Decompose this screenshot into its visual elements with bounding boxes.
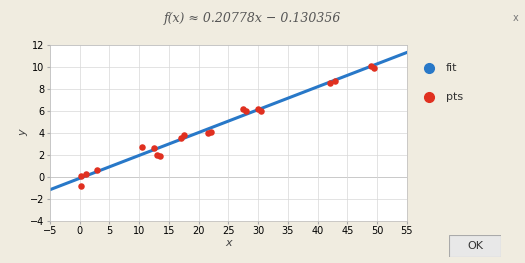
Point [81, 171, 90, 176]
Point [206, 130, 215, 134]
Point [254, 107, 262, 111]
Point [203, 131, 212, 135]
Point [331, 79, 340, 83]
Point [77, 184, 86, 188]
Point [370, 66, 379, 70]
Text: pts: pts [446, 92, 463, 102]
X-axis label: x: x [225, 238, 232, 248]
Point [257, 109, 265, 113]
Point [93, 168, 102, 172]
Point [176, 136, 185, 140]
Point [239, 107, 247, 111]
Text: fit: fit [446, 63, 457, 73]
Point [326, 81, 334, 85]
Point [367, 64, 375, 68]
FancyBboxPatch shape [449, 235, 501, 257]
Text: x: x [513, 13, 519, 23]
Point [138, 145, 146, 149]
Point [180, 133, 188, 137]
Text: OK: OK [467, 241, 483, 251]
Point [242, 109, 250, 113]
Y-axis label: y: y [18, 129, 28, 136]
Text: f(x) ≈ 0.20778x − 0.130356: f(x) ≈ 0.20778x − 0.130356 [163, 12, 341, 25]
Point [153, 153, 161, 157]
Point [156, 154, 164, 158]
Point [77, 174, 86, 178]
Point [150, 146, 158, 150]
